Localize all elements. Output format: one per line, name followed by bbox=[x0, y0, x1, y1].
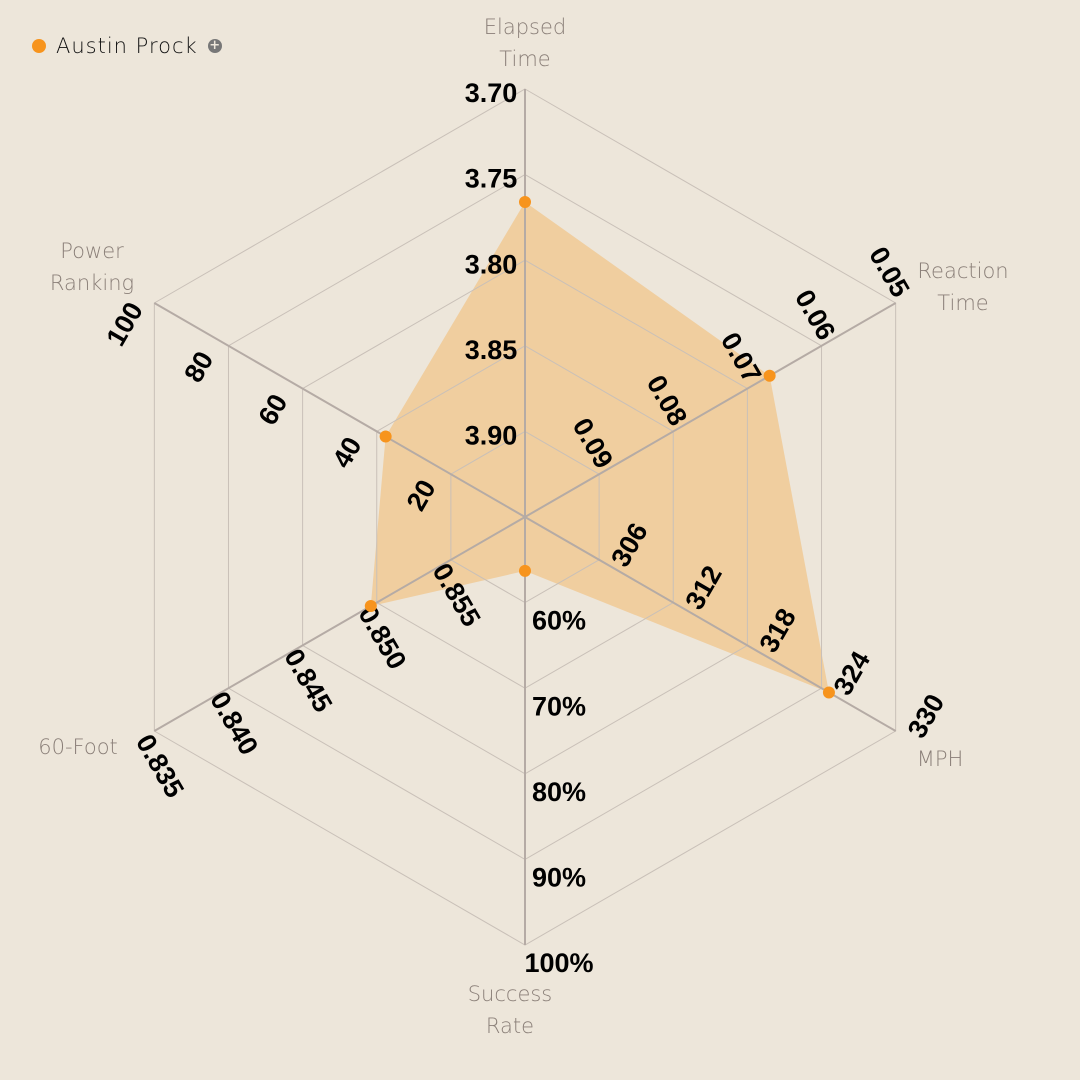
axis-line bbox=[153, 302, 526, 518]
tick-label: 70% bbox=[532, 691, 586, 721]
axis-title: Time bbox=[499, 47, 550, 71]
legend-color-dot bbox=[32, 39, 46, 53]
tick-label: 60% bbox=[532, 606, 586, 636]
axis-title: Reaction bbox=[917, 259, 1008, 283]
tick-label: 0.845 bbox=[278, 644, 338, 718]
tick-label: 100% bbox=[524, 948, 593, 978]
axis-title: Power bbox=[60, 239, 124, 263]
tick-label: 0.850 bbox=[352, 601, 412, 675]
tick-label: 3.80 bbox=[465, 249, 518, 279]
tick-label: 90% bbox=[532, 863, 586, 893]
axis-title: Elapsed bbox=[484, 15, 567, 39]
tick-label: 3.75 bbox=[465, 164, 518, 194]
tick-label: 0.05 bbox=[863, 242, 915, 303]
axis-line bbox=[524, 302, 897, 518]
data-point[interactable] bbox=[763, 369, 776, 382]
series-area bbox=[370, 201, 829, 693]
tick-label: 330 bbox=[902, 689, 951, 743]
axis-title: Ranking bbox=[50, 271, 134, 295]
axis-title: Success bbox=[468, 982, 553, 1006]
data-point[interactable] bbox=[822, 686, 835, 699]
tick-label: 40 bbox=[327, 432, 368, 473]
axis-title: Time bbox=[937, 291, 988, 315]
tick-label: 80 bbox=[178, 346, 219, 387]
axis-line bbox=[153, 516, 526, 732]
tick-label: 0.06 bbox=[789, 285, 841, 346]
data-point[interactable] bbox=[379, 430, 392, 443]
data-point[interactable] bbox=[519, 195, 531, 208]
tick-label: 3.90 bbox=[465, 421, 518, 451]
axis-title: Rate bbox=[486, 1014, 534, 1038]
axis-title: MPH bbox=[917, 747, 964, 771]
plus-circle-icon[interactable]: + bbox=[207, 38, 222, 53]
data-point[interactable] bbox=[364, 600, 377, 613]
legend[interactable]: Austin Prock + bbox=[32, 34, 222, 58]
axis-title: 60-Foot bbox=[38, 735, 118, 759]
tick-label: 3.85 bbox=[465, 335, 518, 365]
legend-series-name: Austin Prock bbox=[56, 34, 198, 58]
tick-label: 0.840 bbox=[204, 687, 264, 761]
tick-label: 80% bbox=[532, 777, 586, 807]
tick-label: 0.835 bbox=[130, 729, 190, 803]
tick-label: 3.70 bbox=[465, 78, 518, 108]
tick-label: 100 bbox=[100, 297, 149, 351]
tick-label: 60 bbox=[252, 389, 293, 430]
data-point[interactable] bbox=[519, 564, 531, 577]
